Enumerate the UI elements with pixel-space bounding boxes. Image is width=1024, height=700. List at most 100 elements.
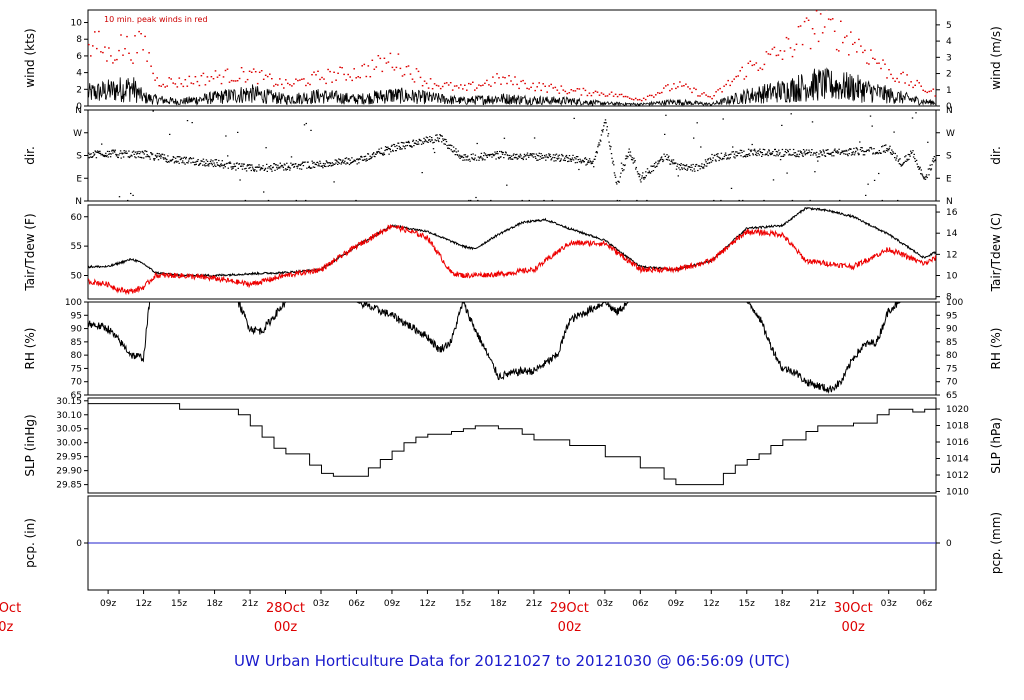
direction-point	[130, 154, 132, 156]
direction-point	[761, 152, 763, 154]
direction-point	[198, 164, 200, 166]
direction-point	[394, 145, 396, 148]
ylabel-left-slp: SLP (inHg)	[23, 414, 37, 476]
peak-wind-point	[423, 80, 426, 82]
direction-point	[221, 160, 223, 162]
peak-wind-point	[644, 98, 647, 101]
direction-point	[598, 142, 600, 144]
direction-point	[269, 166, 271, 168]
peak-wind-point	[872, 57, 874, 59]
direction-point	[882, 151, 885, 153]
left-tick-label: 0	[76, 539, 82, 549]
direction-point	[195, 161, 197, 163]
peak-wind-point	[307, 82, 309, 84]
peak-wind-point	[665, 85, 667, 87]
direction-point	[95, 151, 97, 153]
direction-point	[215, 159, 218, 161]
direction-point	[850, 154, 853, 156]
direction-point	[733, 153, 736, 155]
direction-point	[645, 175, 647, 177]
direction-point	[565, 154, 568, 157]
direction-point	[776, 151, 779, 153]
direction-point	[633, 161, 636, 163]
direction-point	[867, 183, 869, 185]
direction-point	[830, 152, 833, 154]
direction-point	[169, 159, 171, 161]
left-tick-label: 75	[71, 364, 82, 374]
direction-point	[724, 152, 727, 154]
direction-point	[390, 145, 393, 147]
direction-point	[93, 153, 96, 155]
direction-point	[478, 159, 480, 161]
panel-frame-dir	[87, 109, 937, 202]
direction-point	[646, 199, 648, 201]
peak-wind-point	[815, 10, 818, 12]
direction-point	[249, 166, 251, 169]
direction-point	[182, 160, 184, 162]
peak-wind-point	[657, 92, 659, 94]
direction-point	[652, 165, 654, 167]
peak-wind-point	[602, 93, 605, 95]
peak-wind-point	[417, 70, 420, 73]
direction-point	[613, 164, 615, 166]
peak-wind-point	[932, 88, 935, 90]
direction-point	[606, 126, 608, 128]
direction-point	[777, 155, 779, 157]
peak-wind-point	[743, 78, 746, 80]
direction-point	[159, 154, 161, 156]
direction-point	[778, 153, 781, 155]
direction-point	[723, 155, 726, 158]
direction-point	[556, 158, 559, 160]
direction-point	[703, 167, 705, 169]
direction-point	[501, 151, 503, 154]
left-tick-label: S	[76, 152, 82, 162]
peak-wind-point	[269, 73, 271, 75]
direction-point	[639, 179, 642, 181]
peak-wind-point	[474, 89, 476, 91]
peak-wind-point	[375, 66, 378, 68]
peak-wind-point	[102, 51, 104, 54]
direction-point	[911, 117, 914, 119]
direction-point	[378, 148, 380, 150]
peak-wind-point	[817, 40, 820, 43]
direction-point	[814, 152, 817, 154]
direction-point	[831, 155, 833, 157]
direction-point	[483, 152, 485, 154]
right-tick-label: 75	[946, 364, 957, 374]
direction-point	[707, 159, 709, 161]
direction-point	[255, 166, 257, 168]
direction-point	[912, 150, 914, 152]
direction-point	[925, 175, 927, 178]
plot-area-wind	[88, 10, 936, 106]
direction-point	[804, 150, 806, 152]
direction-point	[865, 194, 867, 196]
time-tick-label: 15z	[171, 599, 187, 609]
direction-point	[420, 140, 422, 142]
direction-point	[855, 150, 857, 152]
direction-point	[433, 151, 436, 154]
direction-point	[185, 156, 187, 158]
direction-point	[423, 141, 426, 143]
peak-wind-point	[409, 73, 412, 75]
direction-point	[427, 141, 429, 143]
peak-wind-point	[829, 18, 832, 21]
direction-point	[160, 155, 163, 157]
direction-point	[758, 150, 760, 152]
direction-point	[805, 149, 808, 151]
direction-point	[310, 167, 313, 169]
direction-point	[810, 154, 812, 156]
peak-wind-point	[472, 81, 474, 83]
peak-wind-point	[122, 54, 124, 56]
peak-wind-point	[868, 63, 870, 65]
direction-point	[609, 145, 611, 147]
peak-wind-point	[323, 78, 325, 80]
direction-point	[749, 154, 751, 157]
direction-point	[214, 159, 216, 161]
direction-point	[898, 163, 901, 165]
left-tick-label: 70	[71, 378, 83, 388]
peak-wind-point	[478, 84, 480, 86]
direction-point	[514, 156, 516, 158]
peak-wind-point	[687, 86, 689, 88]
direction-point	[635, 166, 637, 169]
direction-point	[580, 162, 582, 164]
